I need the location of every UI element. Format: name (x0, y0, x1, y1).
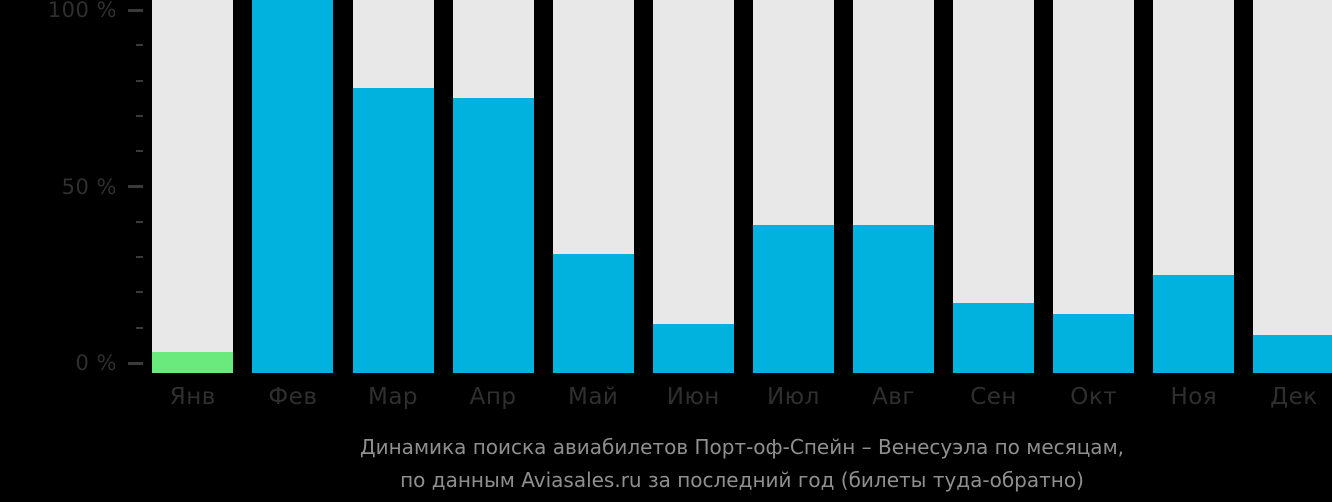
x-axis-label: Мар (367, 384, 419, 410)
bar-value (452, 98, 534, 373)
x-axis-label: Апр (469, 384, 517, 410)
bar-value (752, 225, 834, 373)
y-axis-major-tick (128, 185, 143, 188)
y-axis-minor-tick (136, 256, 143, 259)
bar-background (152, 0, 234, 373)
bar-value (352, 87, 434, 373)
x-axis-label: Фев (268, 384, 318, 410)
x-axis-label: Дек (1270, 384, 1318, 410)
y-axis-minor-tick (136, 291, 143, 294)
y-axis-minor-tick (136, 114, 143, 117)
y-axis-major-tick (128, 8, 143, 12)
bar-value (552, 253, 634, 373)
y-axis-label-0: 0 % (75, 351, 117, 375)
x-axis-label: Сен (970, 384, 1017, 410)
x-axis-label: Май (567, 384, 619, 410)
y-axis-label-50: 50 % (61, 175, 117, 199)
x-axis-label: Окт (1070, 384, 1118, 410)
y-axis-minor-tick (136, 79, 143, 82)
x-axis-label: Авг (872, 384, 915, 410)
caption-line-2: по данным Aviasales.ru за последний год … (400, 468, 1084, 492)
caption-line-1: Динамика поиска авиабилетов Порт-оф-Спей… (359, 435, 1125, 459)
y-axis-minor-tick (136, 326, 143, 329)
bar-chart (152, 0, 1332, 373)
bar-value (1053, 313, 1135, 373)
bar-background (652, 0, 734, 373)
y-axis-minor-tick (136, 150, 143, 153)
bar-value (252, 0, 334, 373)
bar-background (1053, 0, 1135, 373)
y-axis-minor-tick (136, 44, 143, 47)
x-axis-label: Ноя (1170, 384, 1218, 410)
x-axis-label: Июн (666, 384, 720, 410)
y-axis-major-tick (128, 361, 143, 365)
bar-value (1153, 274, 1235, 373)
chart-caption: Динамика поиска авиабилетов Порт-оф-Спей… (152, 431, 1332, 497)
x-axis-label: Янв (169, 384, 216, 410)
x-axis-label: Июл (767, 384, 820, 410)
bar-background (1253, 0, 1332, 373)
bar-value (1253, 334, 1332, 373)
y-axis-label-100: 100 % (47, 0, 117, 22)
bar-value (853, 225, 934, 373)
bar-value (152, 352, 234, 373)
bar-value (652, 324, 734, 373)
bar-value (953, 302, 1035, 373)
y-axis-minor-tick (136, 220, 143, 223)
